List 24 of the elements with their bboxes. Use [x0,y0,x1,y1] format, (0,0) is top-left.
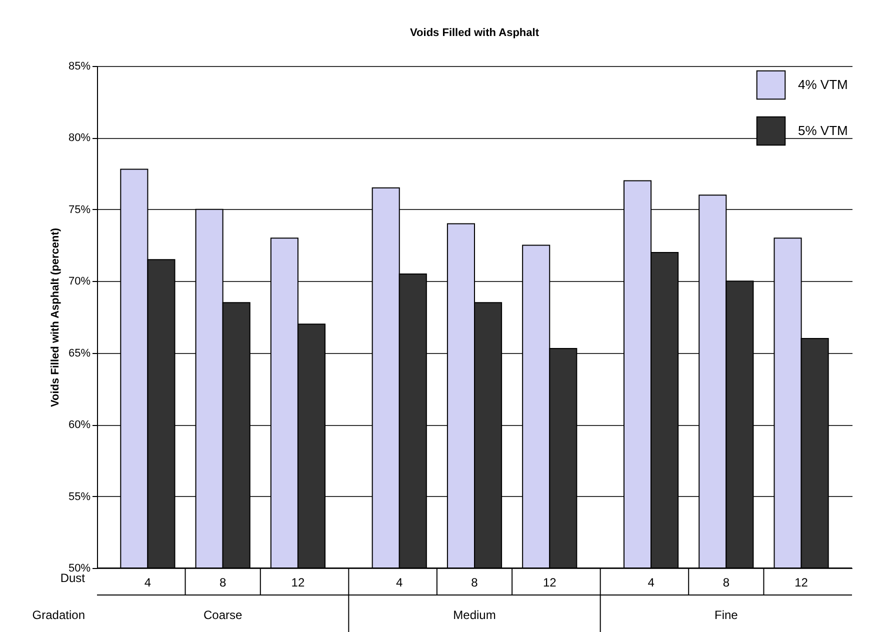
chart-title: Voids Filled with Asphalt [410,27,540,39]
legend-label: 5% VTM [798,123,848,138]
text: Coarse [203,608,242,622]
y-tick-label: 70% [68,276,91,288]
legend-label: 4% VTM [798,77,848,92]
text: Medium [453,608,496,622]
x-tick-label: 8 [219,576,226,590]
x-tick-label: 8 [722,576,730,590]
y-tick-label: 85% [68,60,91,72]
x-tick-label: 4 [396,576,404,590]
y-tick-label: 80% [68,132,91,144]
x-tick-label: 8 [471,576,478,590]
x-tick-label: 4 [144,576,152,590]
x-tick-label: 12 [291,576,305,590]
y-tick-label: 60% [68,419,91,432]
y-tick-label: 65% [68,347,91,360]
y-tick-label: 55% [68,490,91,503]
y-tick-label: 75% [68,204,91,216]
y-axis-title: Voids Filled with Asphalt (percent) [49,228,62,408]
x-tick-label: 12 [542,576,557,590]
text: Gradation [32,608,85,622]
x-tick-label: 4 [648,576,655,590]
x-tick-label: 12 [794,576,808,590]
text: Fine [714,608,738,622]
